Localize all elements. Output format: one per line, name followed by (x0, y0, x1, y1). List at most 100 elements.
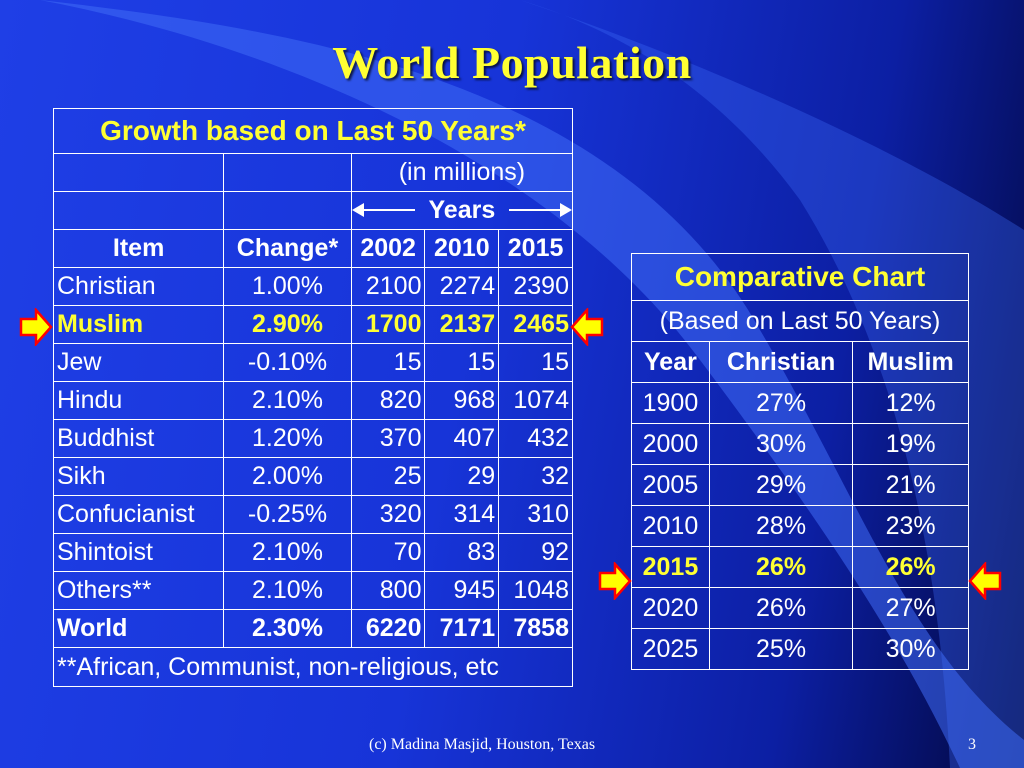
comparative-subcaption: (Based on Last 50 Years) (631, 300, 969, 342)
christian-cell: 30% (708, 423, 854, 465)
value-2015: 32 (498, 457, 573, 496)
item-name: World (52, 609, 225, 648)
empty-cell (52, 191, 225, 230)
value-2002: 800 (350, 571, 426, 610)
value-2010: 83 (424, 533, 500, 572)
empty-cell (223, 153, 352, 192)
table-row: Buddhist 1.20% 370 407 432 (52, 419, 573, 458)
value-2015: 2465 (498, 305, 573, 344)
value-2010: 29 (424, 457, 500, 496)
change-value: 2.10% (223, 381, 352, 420)
header-muslim: Muslim (852, 341, 969, 383)
value-2002: 70 (350, 533, 426, 572)
table-row: 2010 28% 23% (631, 505, 969, 547)
change-value: 1.00% (223, 267, 352, 306)
christian-cell: 28% (708, 505, 854, 547)
arrowhead-right-icon (560, 203, 572, 217)
footer-credit: (c) Madina Masjid, Houston, Texas (369, 736, 596, 753)
change-value: 2.90% (223, 305, 352, 344)
muslim-cell: 30% (852, 628, 969, 670)
change-value: 2.10% (223, 571, 352, 610)
arrowhead-left-icon (351, 203, 364, 217)
table-row: 1900 27% 12% (631, 382, 969, 424)
value-2010: 314 (424, 495, 500, 534)
value-2010: 2137 (424, 305, 500, 344)
value-2015: 432 (498, 419, 573, 458)
table-row-highlighted: 2015 26% 26% (631, 546, 969, 588)
growth-table-caption: Growth based on Last 50 Years* (53, 108, 573, 154)
empty-cell (52, 153, 225, 192)
muslim-cell: 19% (852, 423, 969, 465)
value-2010: 968 (424, 381, 500, 420)
footnote: **African, Communist, non-religious, etc (53, 647, 573, 687)
value-2002: 320 (350, 495, 426, 534)
table-row: Hindu 2.10% 820 968 1074 (52, 381, 573, 420)
value-2010: 2274 (424, 267, 500, 306)
year-cell: 2015 (631, 546, 710, 588)
value-2015: 2390 (498, 267, 573, 306)
left-pointer-arrow-icon (570, 308, 604, 346)
value-2010: 7171 (424, 609, 500, 648)
value-2002: 15 (350, 343, 426, 382)
change-value: -0.10% (223, 343, 352, 382)
value-2002: 370 (350, 419, 426, 458)
change-value: -0.25% (223, 495, 352, 534)
item-name: Others** (52, 571, 225, 610)
year-cell: 2010 (631, 505, 710, 547)
muslim-cell: 27% (852, 587, 969, 629)
growth-table: Growth based on Last 50 Years* (in milli… (52, 108, 574, 687)
value-2002: 2100 (350, 267, 426, 306)
value-2015: 7858 (498, 609, 573, 648)
year-cell: 2025 (631, 628, 710, 670)
years-arrow-right (509, 209, 564, 211)
table-row: Jew -0.10% 15 15 15 (52, 343, 573, 382)
right-pointer-arrow-icon (19, 308, 53, 346)
header-year: Year (631, 341, 710, 383)
years-label: Years (428, 196, 496, 224)
years-header: Years (350, 191, 574, 230)
change-value: 2.10% (223, 533, 352, 572)
christian-cell: 29% (708, 464, 854, 506)
value-2015: 15 (498, 343, 573, 382)
muslim-cell: 21% (852, 464, 969, 506)
page-number: 3 (968, 736, 976, 753)
christian-cell: 25% (708, 628, 854, 670)
comparative-table: Comparative Chart (Based on Last 50 Year… (631, 253, 969, 670)
units-label: (in millions) (350, 153, 574, 192)
value-2015: 92 (498, 533, 573, 572)
left-pointer-arrow-icon (968, 562, 1002, 600)
table-row-highlighted: Muslim 2.90% 1700 2137 2465 (52, 305, 573, 344)
header-2010: 2010 (424, 229, 500, 268)
right-pointer-arrow-icon (598, 562, 632, 600)
item-name: Muslim (52, 305, 225, 344)
empty-cell (223, 191, 352, 230)
value-2015: 1074 (498, 381, 573, 420)
value-2010: 407 (424, 419, 500, 458)
table-row: 2000 30% 19% (631, 423, 969, 465)
value-2010: 945 (424, 571, 500, 610)
table-row: Shintoist 2.10% 70 83 92 (52, 533, 573, 572)
years-arrow-left (359, 209, 415, 211)
item-name: Buddhist (52, 419, 225, 458)
christian-cell: 27% (708, 382, 854, 424)
header-item: Item (52, 229, 225, 268)
item-name: Christian (52, 267, 225, 306)
item-name: Sikh (52, 457, 225, 496)
year-cell: 2020 (631, 587, 710, 629)
header-change: Change* (223, 229, 352, 268)
year-cell: 1900 (631, 382, 710, 424)
header-2002: 2002 (350, 229, 426, 268)
value-2002: 820 (350, 381, 426, 420)
muslim-cell: 26% (852, 546, 969, 588)
value-2002: 1700 (350, 305, 426, 344)
change-value: 2.00% (223, 457, 352, 496)
year-cell: 2000 (631, 423, 710, 465)
muslim-cell: 12% (852, 382, 969, 424)
table-row: 2005 29% 21% (631, 464, 969, 506)
item-name: Hindu (52, 381, 225, 420)
slide-title: World Population (332, 37, 692, 88)
value-2010: 15 (424, 343, 500, 382)
item-name: Confucianist (52, 495, 225, 534)
table-row: 2020 26% 27% (631, 587, 969, 629)
item-name: Jew (52, 343, 225, 382)
